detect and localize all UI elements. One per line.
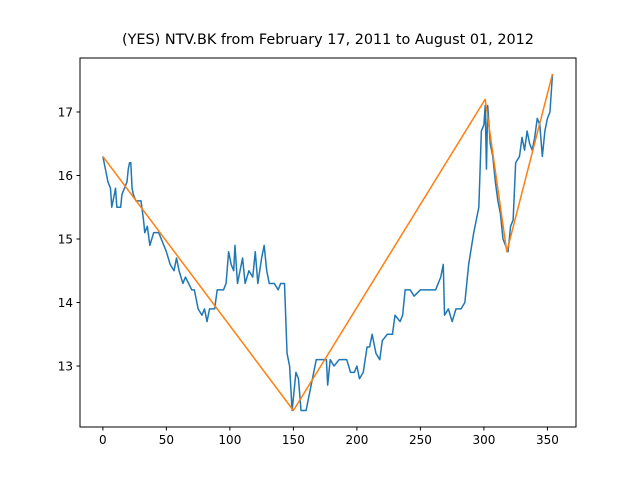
x-tick-label: 250: [409, 433, 432, 447]
y-tick-label: 17: [58, 105, 73, 119]
y-tick-label: 13: [58, 360, 73, 374]
y-tick-label: 15: [58, 233, 73, 247]
y-tick-label: 16: [58, 169, 73, 183]
y-tick-label: 14: [58, 296, 73, 310]
data-line: [102, 73, 554, 412]
axes-frame: [79, 57, 577, 428]
x-tick-label: 150: [282, 433, 305, 447]
chart-title: (YES) NTV.BK from February 17, 2011 to A…: [122, 32, 534, 48]
x-tick-label: 100: [218, 433, 241, 447]
data-line: [102, 73, 554, 412]
x-tick-label: 200: [345, 433, 368, 447]
x-tick-label: 0: [99, 433, 107, 447]
plot-area: [102, 73, 554, 412]
x-tick-label: 50: [159, 433, 174, 447]
x-tick-label: 300: [472, 433, 495, 447]
x-tick-label: 350: [536, 433, 559, 447]
